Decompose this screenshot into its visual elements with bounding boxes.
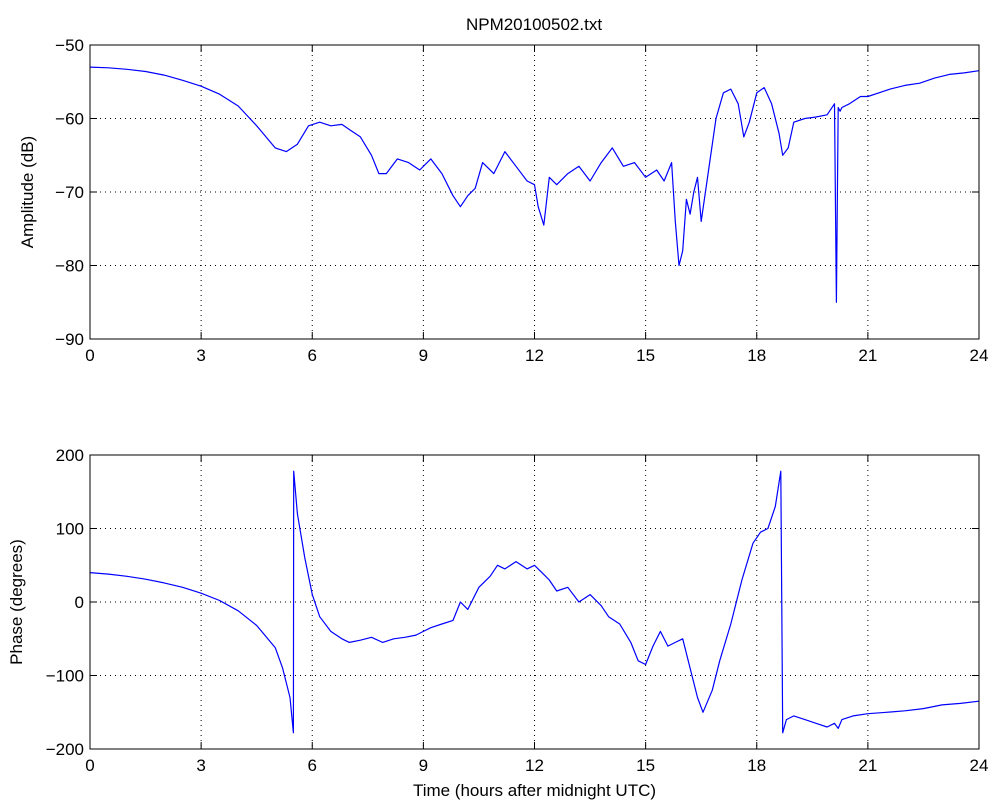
amplitude-series-line: [89, 66, 980, 303]
phase-y-tick-label: −200: [46, 740, 84, 759]
phase-x-tick-label: 15: [636, 756, 655, 775]
amplitude-x-tick-label: 15: [636, 346, 655, 365]
amplitude-x-tick-label: 6: [308, 346, 317, 365]
phase-x-tick-label: 9: [419, 756, 428, 775]
phase-series-line: [89, 470, 980, 734]
figure-title: NPM20100502.txt: [466, 15, 602, 34]
phase-y-tick-label: 100: [56, 520, 84, 539]
phase-y-tick-label: −100: [46, 667, 84, 686]
amplitude-y-tick-label: −70: [55, 183, 84, 202]
phase-x-tick-label: 21: [858, 756, 877, 775]
amplitude-x-tick-label: 18: [747, 346, 766, 365]
amplitude-y-axis-title: Amplitude (dB): [18, 136, 37, 248]
phase-y-tick-label: 200: [56, 446, 84, 465]
amplitude-y-tick-label: −50: [55, 36, 84, 55]
phase-y-axis-title: Phase (degrees): [7, 539, 26, 665]
phase-x-tick-label: 24: [970, 756, 989, 775]
amplitude-panel: 0 3 6 9 12 15 18 21 24 −90 −80 −70 −60 −50 Amplitude (…: [18, 36, 988, 365]
phase-x-tick-label: 6: [308, 756, 317, 775]
amplitude-y-tick-label: −90: [55, 330, 84, 349]
amplitude-x-tick-label: 24: [970, 346, 989, 365]
amplitude-x-tick-label: 3: [196, 346, 205, 365]
amplitude-y-tick-label: −60: [55, 110, 84, 129]
amplitude-x-tick-label: 12: [525, 346, 544, 365]
phase-x-tick-label: 12: [525, 756, 544, 775]
phase-panel: 0 3 6 9 12 15 18 21 24 −200 −100 0 100 200 Phase (degr…: [7, 446, 988, 800]
phase-x-tick-label: 3: [196, 756, 205, 775]
amplitude-y-tick-label: −80: [55, 257, 84, 276]
amplitude-x-tick-label: 0: [85, 346, 94, 365]
phase-y-tick-label: 0: [75, 593, 84, 612]
phase-x-axis-title: Time (hours after midnight UTC): [413, 781, 656, 800]
amplitude-x-tick-label: 21: [858, 346, 877, 365]
amplitude-x-tick-label: 9: [419, 346, 428, 365]
phase-x-tick-label: 18: [747, 756, 766, 775]
phase-x-tick-label: 0: [85, 756, 94, 775]
